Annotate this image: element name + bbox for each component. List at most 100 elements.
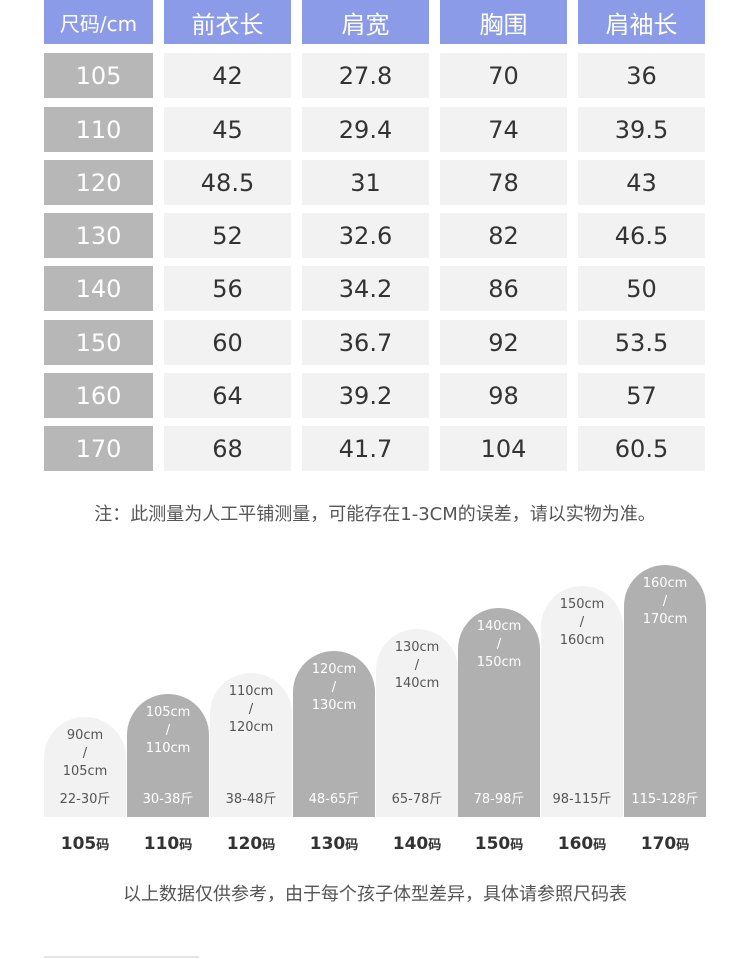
- bar-height-range: /: [579, 615, 585, 630]
- bar-height-range: 110cm: [228, 684, 274, 699]
- table-value-cell: 36: [578, 53, 705, 98]
- bar-height-range: 120cm: [311, 662, 357, 677]
- size-number: 130: [309, 834, 346, 854]
- size-unit: 码: [510, 838, 524, 853]
- table-size-cell: 120: [44, 160, 153, 205]
- table-value-cell: 42: [164, 53, 291, 98]
- measurement-note: 注：此测量为人工平铺测量，可能存在1-3CM的误差，请以实物为准。: [94, 504, 656, 525]
- bar-weight-range: 48-65斤: [308, 792, 360, 807]
- size-unit: 码: [179, 838, 193, 853]
- table-size-cell: 170: [44, 426, 153, 471]
- table-value-cell: 56: [164, 266, 291, 311]
- size-label: 150码: [458, 834, 540, 854]
- size-label: 110码: [127, 834, 209, 854]
- table-header-cell: 肩袖长: [578, 0, 705, 44]
- bar-height-range: /: [165, 723, 171, 738]
- table-value-cell: 86: [440, 266, 567, 311]
- size-number: 105: [60, 834, 97, 854]
- table-value-cell: 39.5: [578, 107, 705, 152]
- bar-weight-range: 115-128斤: [631, 792, 699, 807]
- bar-height-range: /: [496, 637, 502, 652]
- size-label: 105码: [44, 834, 126, 854]
- bar-height-range: 160cm: [559, 633, 605, 648]
- bar-height-range: 140cm: [476, 619, 522, 634]
- table-value-cell: 32.6: [302, 213, 429, 258]
- table-value-cell: 29.4: [302, 107, 429, 152]
- table-value-cell: 60: [164, 320, 291, 365]
- size-label: 130码: [293, 834, 375, 854]
- bar-height-range: 105cm: [145, 705, 191, 720]
- table-size-cell: 160: [44, 373, 153, 418]
- table-value-cell: 27.8: [302, 53, 429, 98]
- table-value-cell: 41.7: [302, 426, 429, 471]
- size-number: 110: [143, 834, 180, 854]
- size-number: 160: [557, 834, 594, 854]
- size-reference-chart: 90cm/105cm 22-30斤 105码 105cm/110cm 30-38斤 110…: [0, 540, 750, 870]
- bar-height-range: 110cm: [145, 741, 191, 756]
- bar-height-range: /: [82, 746, 88, 761]
- size-label: 140码: [376, 834, 458, 854]
- table-value-cell: 52: [164, 213, 291, 258]
- table-value-cell: 34.2: [302, 266, 429, 311]
- size-label: 120码: [210, 834, 292, 854]
- table-size-cell: 130: [44, 213, 153, 258]
- size-unit: 码: [262, 838, 276, 853]
- table-value-cell: 53.5: [578, 320, 705, 365]
- divider-line: [44, 956, 199, 958]
- size-unit: 码: [345, 838, 359, 853]
- table-value-cell: 36.7: [302, 320, 429, 365]
- table-value-cell: 50: [578, 266, 705, 311]
- table-value-cell: 39.2: [302, 373, 429, 418]
- bar-weight-range: 78-98斤: [473, 792, 525, 807]
- size-number: 170: [640, 834, 677, 854]
- size-unit: 码: [593, 838, 607, 853]
- bar-height-range: /: [414, 658, 420, 673]
- bar-height-range: 150cm: [476, 655, 522, 670]
- size-reference-bar: 90cm / 105cm 22-30斤: [44, 717, 126, 817]
- table-value-cell: 31: [302, 160, 429, 205]
- bar-weight-range: 98-115斤: [552, 792, 612, 807]
- bar-height-range: 150cm: [559, 597, 605, 612]
- bar-weight-range: 22-30斤: [59, 792, 111, 807]
- reference-disclaimer: 以上数据仅供参考，由于每个孩子体型差异，具体请参照尺码表: [123, 884, 627, 905]
- bar-height-range: 120cm: [228, 720, 274, 735]
- bar-weight-range: 65-78斤: [391, 792, 443, 807]
- size-reference-bar: 130cm / 140cm 65-78斤: [376, 629, 458, 817]
- bar-height-range: 130cm: [394, 640, 440, 655]
- table-value-cell: 64: [164, 373, 291, 418]
- size-label: 170码: [624, 834, 706, 854]
- size-number: 120: [226, 834, 263, 854]
- table-value-cell: 82: [440, 213, 567, 258]
- table-value-cell: 43: [578, 160, 705, 205]
- bar-height-range: 90cm: [66, 728, 104, 743]
- size-unit: 码: [428, 838, 442, 853]
- table-size-cell: 140: [44, 266, 153, 311]
- table-value-cell: 70: [440, 53, 567, 98]
- bar-height-range: /: [248, 702, 254, 717]
- table-value-cell: 48.5: [164, 160, 291, 205]
- size-unit: 码: [96, 838, 110, 853]
- bar-height-range: 160cm: [642, 576, 688, 591]
- table-header-cell: 胸围: [440, 0, 567, 44]
- table-value-cell: 60.5: [578, 426, 705, 471]
- table-value-cell: 78: [440, 160, 567, 205]
- size-unit: 码: [676, 838, 690, 853]
- table-value-cell: 68: [164, 426, 291, 471]
- size-label: 160码: [541, 834, 623, 854]
- table-value-cell: 45: [164, 107, 291, 152]
- size-reference-bar: 150cm / 160cm 98-115斤: [541, 586, 623, 817]
- size-reference-bar: 140cm / 150cm 78-98斤: [458, 608, 540, 817]
- table-value-cell: 104: [440, 426, 567, 471]
- bar-height-range: 170cm: [642, 612, 688, 627]
- table-size-cell: 105: [44, 53, 153, 98]
- table-value-cell: 98: [440, 373, 567, 418]
- bar-height-range: 105cm: [62, 764, 108, 779]
- size-reference-bar: 160cm / 170cm 115-128斤: [624, 565, 706, 817]
- size-number: 150: [474, 834, 511, 854]
- bar-height-range: /: [331, 680, 337, 695]
- table-header-cell: 肩宽: [302, 0, 429, 44]
- table-value-cell: 57: [578, 373, 705, 418]
- size-reference-bar: 120cm / 130cm 48-65斤: [293, 651, 375, 817]
- bar-weight-range: 38-48斤: [225, 792, 277, 807]
- table-header-cell: 前衣长: [164, 0, 291, 44]
